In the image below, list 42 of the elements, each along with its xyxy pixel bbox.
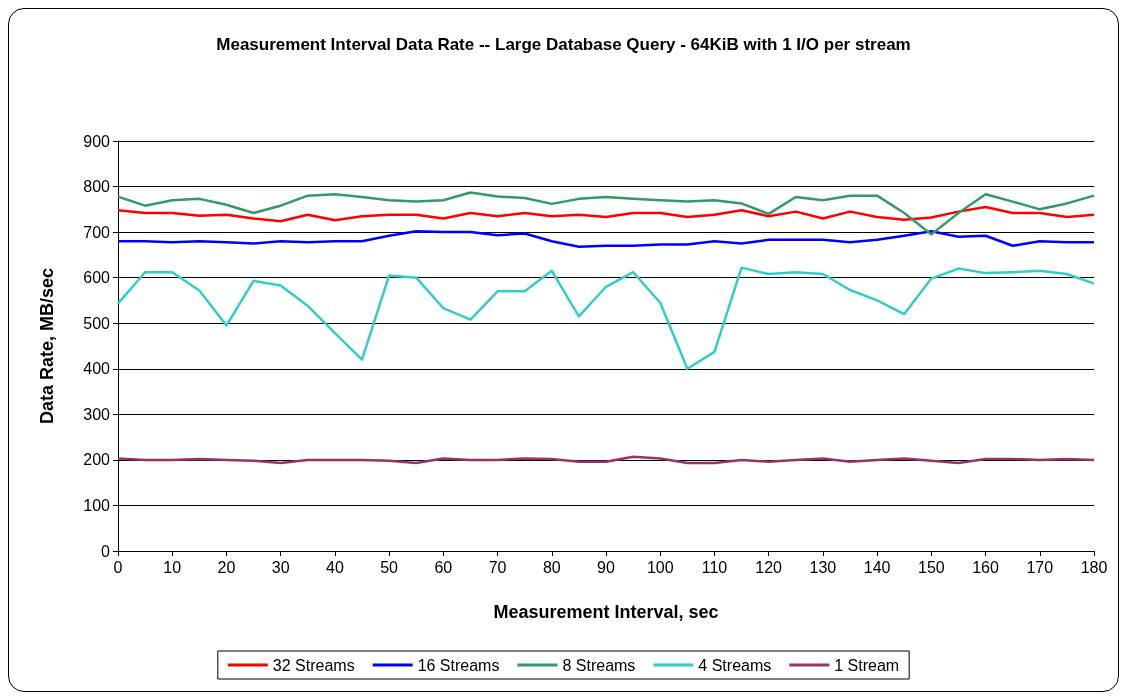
y-tick-label: 700 — [83, 223, 111, 241]
x-tick-label: 170 — [1026, 558, 1054, 576]
x-axis-title: Measurement Interval, sec — [493, 602, 719, 622]
y-tick-label: 500 — [83, 314, 111, 332]
legend-label: 32 Streams — [272, 656, 355, 674]
x-tick-label: 10 — [163, 558, 182, 576]
x-tick-label: 130 — [809, 558, 837, 576]
x-tick-label: 80 — [542, 558, 561, 576]
y-tick-label: 300 — [83, 405, 111, 423]
y-tick-label: 100 — [83, 496, 111, 514]
x-tick-label: 40 — [325, 558, 344, 576]
x-tick-label: 120 — [755, 558, 783, 576]
x-tick-label: 70 — [488, 558, 507, 576]
x-tick-label: 100 — [646, 558, 674, 576]
x-tick-label: 30 — [271, 558, 290, 576]
y-tick-label: 600 — [83, 269, 111, 287]
y-tick-label: 800 — [83, 178, 111, 196]
y-axis-title: Data Rate, MB/sec — [37, 267, 57, 425]
y-tick-label: 0 — [101, 542, 111, 560]
legend-label: 16 Streams — [417, 656, 500, 674]
x-tick-label: 140 — [863, 558, 891, 576]
x-tick-label: 160 — [972, 558, 999, 576]
y-tick-label: 200 — [83, 451, 111, 469]
legend-label: 8 Streams — [562, 656, 636, 674]
legend-label: 4 Streams — [698, 656, 772, 674]
x-tick-label: 150 — [917, 558, 945, 576]
x-tick-label: 90 — [597, 558, 615, 576]
line-series — [116, 205, 1096, 223]
chart-title: Measurement Interval Data Rate -- Large Database Query - 64KiB with 1 I/O per stream — [216, 34, 911, 54]
y-tick-label: 400 — [83, 360, 111, 378]
x-tick-label: 20 — [217, 558, 236, 576]
y-tick-label: 900 — [83, 132, 111, 150]
x-tick-label: 50 — [380, 558, 399, 576]
legend-label: 1 Stream — [834, 656, 900, 674]
line-series — [116, 191, 1096, 236]
line-series — [116, 266, 1096, 371]
x-tick-label: 60 — [434, 558, 453, 576]
x-tick-label: 180 — [1080, 558, 1108, 576]
line-series — [116, 455, 1096, 465]
x-tick-label: 0 — [113, 558, 123, 576]
x-tick-label: 110 — [701, 558, 728, 576]
line-series — [116, 229, 1096, 248]
